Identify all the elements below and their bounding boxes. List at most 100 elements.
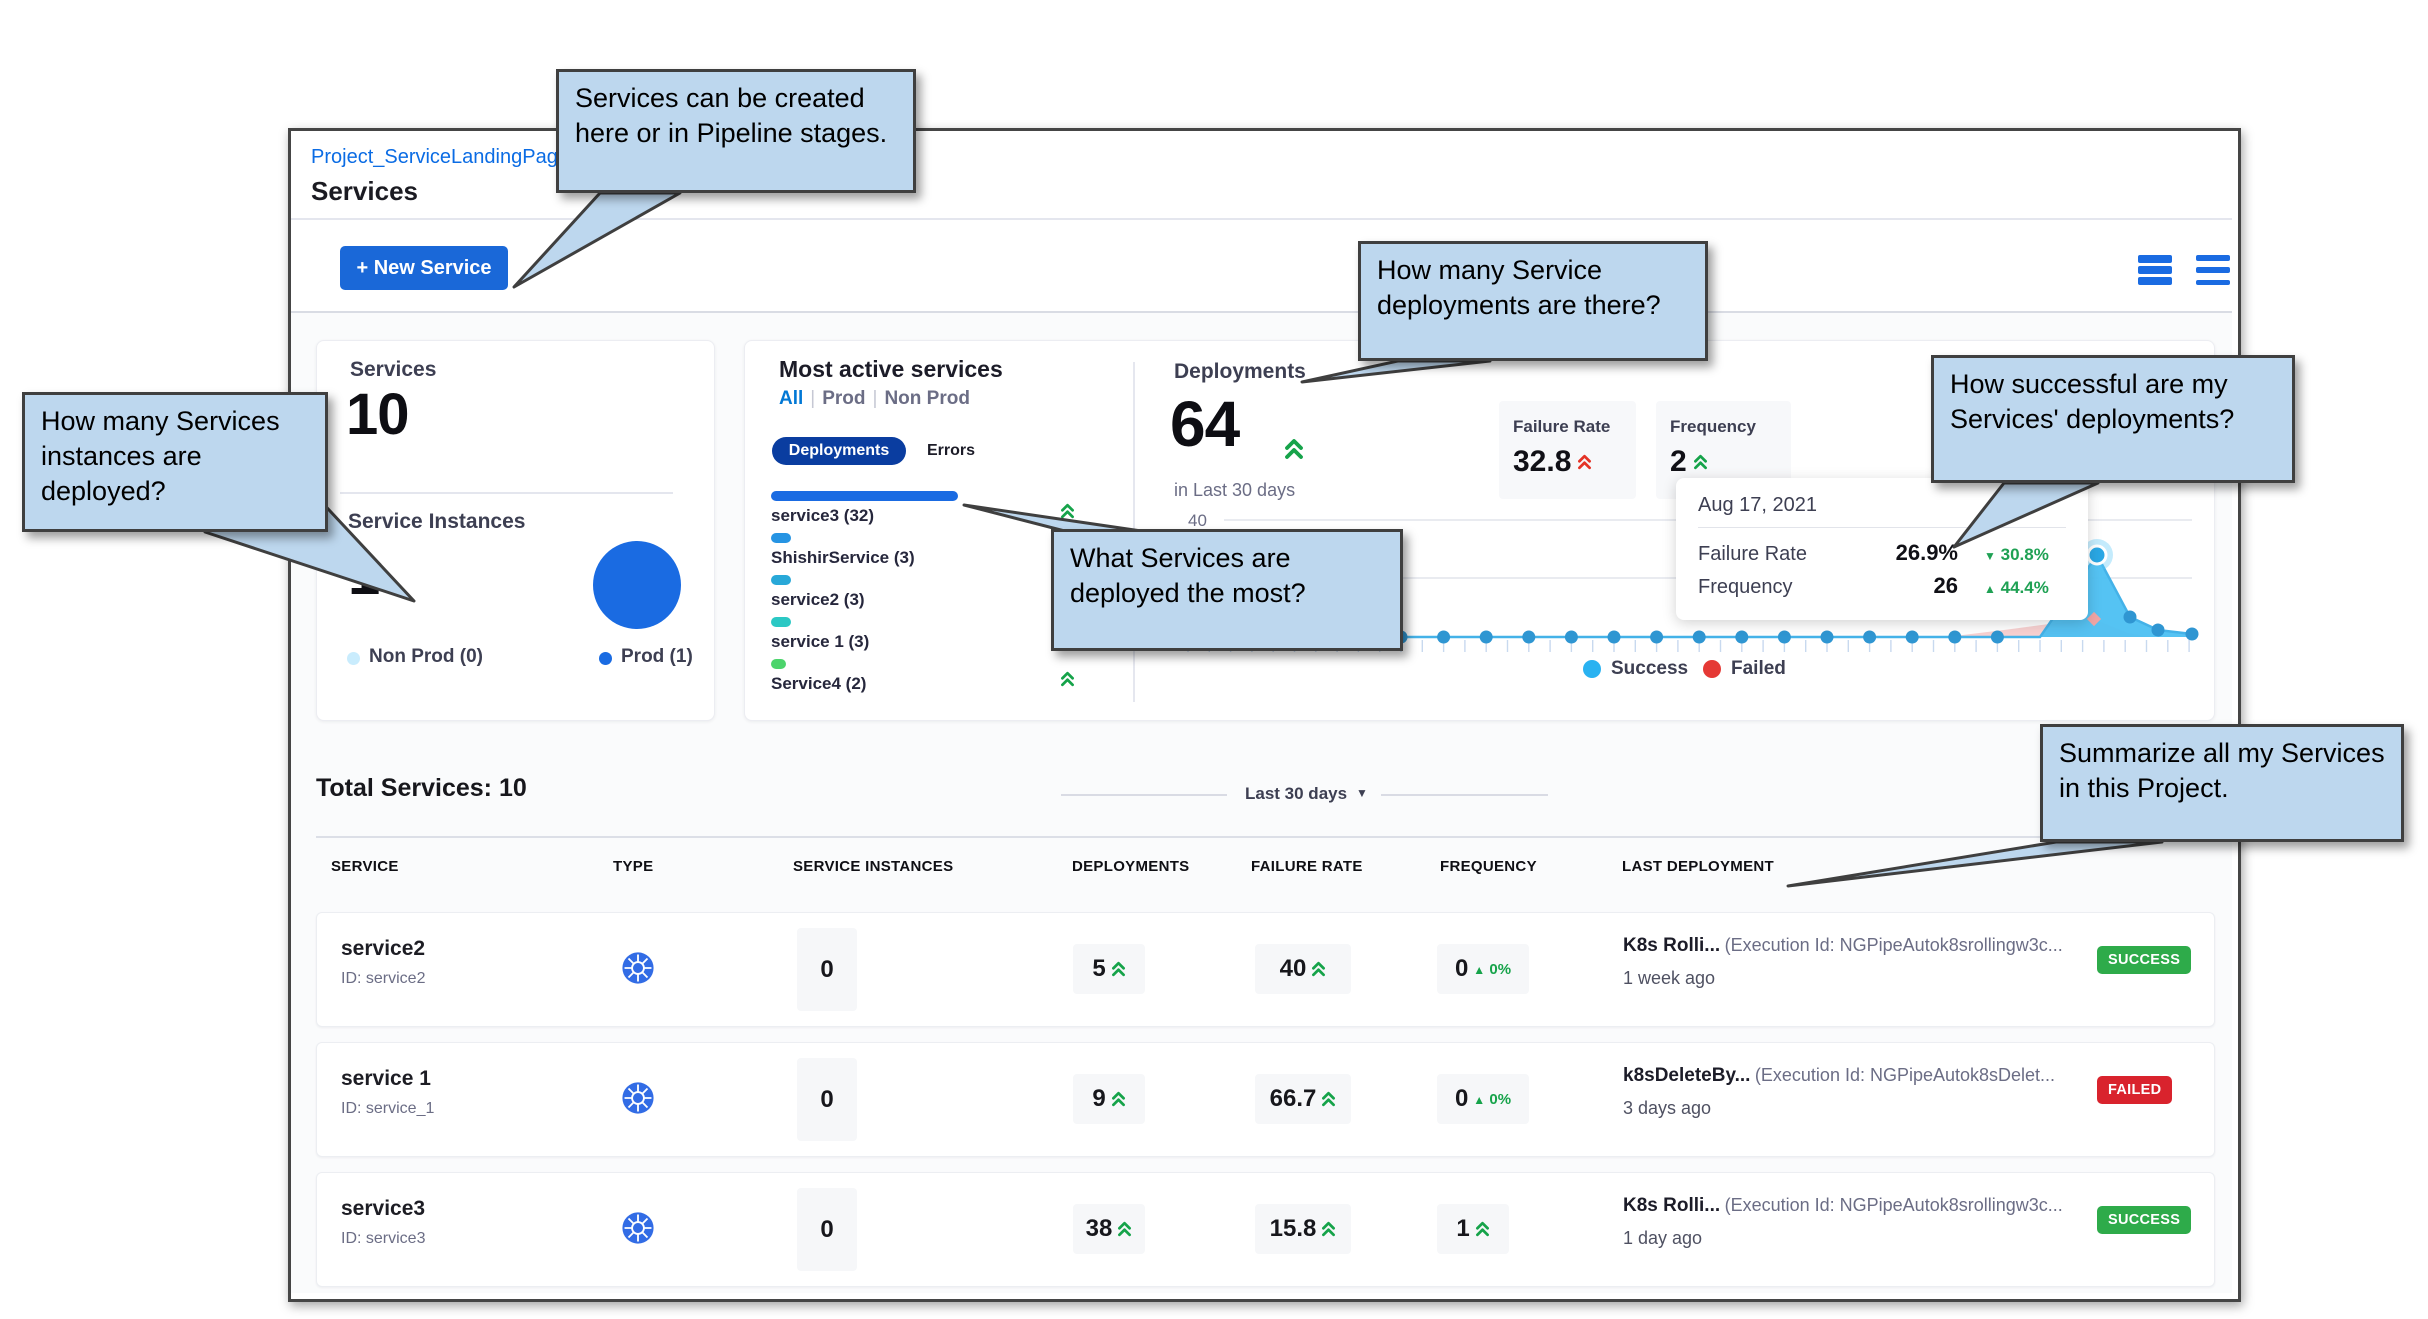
page-title: Services [311,176,418,206]
column-header-last-deployment: LAST DEPLOYMENT [1622,858,1775,875]
table-row[interactable]: service 1 ID: service_1 0 9 66.7 0 ▲ 0% k… [316,1042,2215,1157]
trend-up-bad-icon [1578,454,1592,470]
execution-id: (Execution Id: NGPipeAutok8srollingw3c..… [1724,1195,2063,1215]
failure-rate-chip: 40 [1255,944,1351,994]
table-row[interactable]: service3 ID: service3 0 38 15.8 1 K8s Ro… [316,1172,2215,1287]
trend-up-icon [1061,671,1074,687]
bar-service1[interactable] [771,617,791,627]
trend-up-icon [1111,961,1125,977]
success-legend-label[interactable]: Success [1611,658,1689,679]
bar-shishirservice[interactable] [771,533,791,543]
bar-label[interactable]: service 1 (3) [771,632,870,651]
column-header-deployments: DEPLOYMENTS [1072,858,1190,875]
bar-label[interactable]: service2 (3) [771,590,865,609]
filter-separator: | [810,388,816,409]
chevron-down-icon[interactable]: ▼ [1356,786,1368,800]
trend-up-icon [1118,1221,1132,1237]
trend-up-icon [1475,1221,1489,1237]
time-range-selector[interactable]: Last 30 days [1245,784,1348,803]
tooltip-failure-label: Failure Rate [1698,543,1807,565]
trend-up-icon [1312,961,1326,977]
trend-up-icon: ▲ [1473,1092,1486,1107]
tab-deployments[interactable]: Deployments [772,437,906,465]
column-header-service: SERVICE [331,858,399,875]
failed-legend-label[interactable]: Failed [1731,658,1786,679]
pipeline-name[interactable]: K8s Rolli... [1623,935,1721,956]
tooltip-failure-value: 26.9% [1895,540,1958,565]
failure-rate-chip: 15.8 [1255,1204,1351,1254]
trend-down-icon: ▼ [1984,549,1996,563]
last-deployment-cell: K8s Rolli... (Execution Id: NGPipeAutok8… [1623,935,2063,957]
toolbar-divider [291,311,2232,313]
failure-rate-value: 32.8 [1513,445,1572,478]
failure-rate-label: Failure Rate [1513,417,1611,436]
callout-deployments: How many Service deployments are there? [1358,241,1708,361]
deployments-chip: 9 [1073,1074,1145,1124]
trend-up-icon [1285,439,1303,459]
column-header-failure-rate: FAILURE RATE [1251,858,1363,875]
y-axis-tick-label: 40 [1188,511,1207,530]
instances-chip: 0 [797,928,857,1011]
breadcrumb[interactable]: Project_ServiceLandingPag [311,146,558,168]
filter-separator: | [872,388,878,409]
tooltip-frequency-delta: 44.4% [2000,578,2049,597]
tab-errors[interactable]: Errors [927,442,976,459]
failed-legend-dot-icon[interactable] [1703,660,1721,678]
status-badge: SUCCESS [2097,1206,2192,1234]
prod-legend-label: Prod (1) [621,646,693,667]
list-view-icon[interactable] [2196,255,2230,285]
highlighted-point [2086,544,2108,566]
total-services-label: Total Services: 10 [316,774,527,802]
execution-id: (Execution Id: NGPipeAutok8sDelet... [1754,1065,2056,1085]
kubernetes-icon [622,1082,654,1114]
bar-label[interactable]: ShishirService (3) [771,548,915,567]
trend-up-icon: ▲ [1984,582,1996,596]
service-instances-value: 1 [348,542,380,607]
services-summary-card [316,340,715,721]
pipeline-name[interactable]: k8sDeleteBy... [1623,1065,1751,1086]
callout-summarize: Summarize all my Services in this Projec… [2040,724,2404,842]
card-divider [340,492,673,494]
env-filter: All | Prod | Non Prod [779,388,970,410]
bar-label[interactable]: Service4 (2) [771,674,867,693]
failure-rate-chip: 66.7 [1255,1074,1351,1124]
deployments-chip: 38 [1073,1204,1145,1254]
bar-service2[interactable] [771,575,791,585]
frequency-value: 2 [1670,445,1687,478]
filter-nonprod[interactable]: Non Prod [884,388,970,409]
service-id: ID: service_1 [341,1100,435,1117]
new-service-button[interactable]: + New Service [340,246,508,290]
bar-service4[interactable] [771,659,786,669]
last-deployment-cell: k8sDeleteBy... (Execution Id: NGPipeAuto… [1623,1065,2055,1087]
deployments-chip: 5 [1073,944,1145,994]
card-view-icon[interactable] [2138,255,2172,285]
header-divider [291,218,2232,220]
deployments-title: Deployments [1174,360,1306,383]
filter-prod[interactable]: Prod [822,388,866,409]
bar-service3[interactable] [771,491,958,501]
success-legend-dot-icon[interactable] [1583,660,1601,678]
range-divider-left [1061,794,1227,796]
bar-label[interactable]: service3 (32) [771,506,875,525]
table-row[interactable]: service2 ID: service2 0 5 40 0 ▲ 0% K8s R… [316,912,2215,1027]
most-active-title: Most active services [779,356,1003,382]
filter-all[interactable]: All [779,388,804,409]
pipeline-name[interactable]: K8s Rolli... [1623,1195,1721,1216]
callout-most-deployed: What Services are deployed the most? [1051,529,1403,651]
trend-up-icon [1693,454,1707,470]
trend-up-icon [1111,1091,1125,1107]
deployments-value: 64 [1170,388,1240,460]
nonprod-legend-dot-icon [347,652,360,665]
nonprod-legend-label: Non Prod (0) [369,646,483,667]
deployment-time: 3 days ago [1623,1098,1712,1118]
status-badge: FAILED [2097,1076,2173,1104]
instances-chip: 0 [797,1058,857,1141]
frequency-chip: 1 [1437,1204,1509,1254]
failure-rate-stat: Failure Rate 32.8 [1499,401,1636,499]
range-divider-right [1381,794,1548,796]
callout-success: How successful are my Services' deployme… [1931,355,2295,483]
column-header-instances: SERVICE INSTANCES [793,858,954,875]
services-count-value: 10 [346,382,410,447]
tooltip-date: Aug 17, 2021 [1698,494,1817,516]
trend-up-icon [1061,503,1074,519]
